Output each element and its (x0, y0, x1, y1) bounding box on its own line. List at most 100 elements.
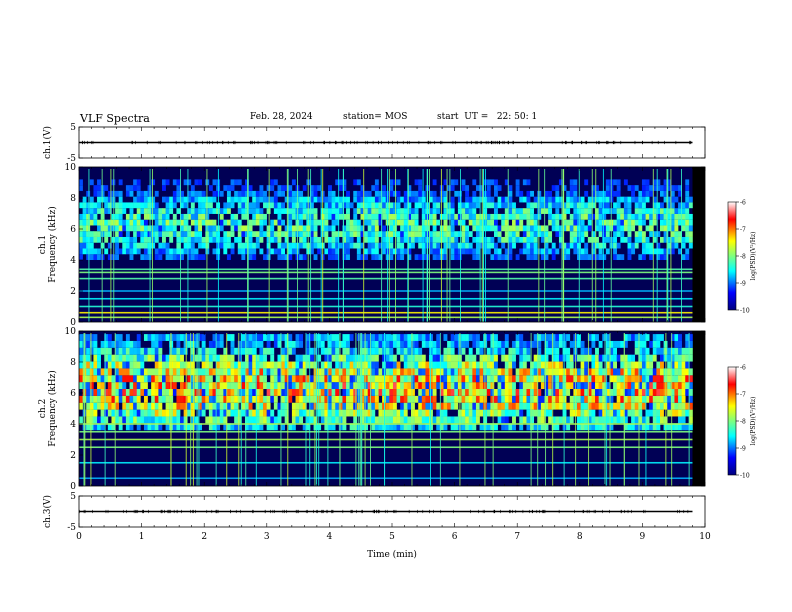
spectrogram-cell (93, 231, 98, 237)
spectrogram-cell (183, 225, 188, 232)
spectrogram-cell (530, 409, 534, 417)
spectrogram-cell (580, 340, 585, 348)
spectrogram-cell (512, 416, 516, 424)
spectrogram-cell (89, 340, 94, 348)
spectrogram-cell (634, 382, 639, 390)
spectrogram-cell (299, 242, 304, 249)
spectrogram-cell (255, 219, 260, 226)
spectrogram-cell (465, 423, 470, 431)
spectrogram-cell (122, 382, 127, 390)
spectrogram-cell (587, 202, 592, 209)
spectrogram-cell (183, 423, 188, 431)
spectrogram-cell (252, 375, 257, 383)
spectrogram-cell (140, 254, 145, 260)
spectrogram-cell (605, 347, 610, 355)
spectrogram-cell (241, 402, 246, 410)
spectrogram-cell (475, 196, 480, 203)
spectrogram-cell (309, 219, 314, 226)
spectrogram-cell (198, 334, 202, 341)
spectrogram-cell (649, 409, 654, 417)
spectrogram-cell (273, 416, 278, 424)
spectrogram-cell (660, 347, 664, 355)
spectrogram-cell (270, 179, 275, 186)
spectrogram-cell (86, 219, 91, 226)
spectrogram-cell (212, 416, 217, 424)
spectrogram-cell (295, 361, 300, 369)
spectrogram-cell (111, 382, 116, 390)
spectrogram-cell (678, 236, 682, 243)
spectrogram-cell (638, 347, 643, 355)
spectrogram-cell (562, 202, 567, 209)
spectrogram-cell (504, 375, 509, 383)
spectrogram-cell (432, 361, 437, 369)
spectrogram-cell (162, 225, 166, 232)
spectrogram-cell (685, 225, 690, 232)
y-axis-label: Frequency (kHz) (47, 206, 58, 283)
spectrogram-cell (681, 208, 686, 214)
spectrogram-cell (569, 202, 574, 209)
spectrogram-cell (111, 340, 116, 348)
spectrogram-cell (346, 225, 350, 232)
spectrogram-cell (263, 213, 267, 220)
spectrogram-cell (371, 236, 376, 243)
spectrogram-cell (497, 402, 502, 410)
spectrogram-cell (219, 208, 224, 214)
spectrogram-cell (403, 402, 408, 410)
spectrogram-cell (89, 196, 94, 203)
spectrogram-cell (284, 395, 289, 403)
spectrogram-cell (475, 202, 480, 209)
spectrogram-cell (154, 375, 159, 383)
spectrogram-cell (447, 340, 451, 348)
spectrogram-cell (613, 248, 617, 255)
spectrogram-cell (447, 202, 451, 209)
spectrogram-cell (504, 225, 509, 232)
spectrogram-cell (208, 185, 213, 191)
spectrogram-cell (475, 231, 480, 237)
spectrogram-cell (255, 242, 260, 249)
spectrogram-cell (187, 254, 192, 260)
colorbar-label: log(PSD)(V²/Hz) (750, 397, 757, 446)
spectrogram-cell (515, 395, 520, 403)
spectrogram-cell (400, 375, 405, 383)
spectrogram-cell (656, 242, 661, 249)
spectrogram-cell (118, 208, 123, 214)
spectrogram-cell (165, 402, 170, 410)
spectrogram-cell (620, 236, 625, 243)
spectrogram-cell (176, 368, 181, 376)
spectrogram-cell (230, 340, 235, 348)
spectrogram-cell (645, 375, 650, 383)
spectrogram-cell (277, 236, 282, 243)
spectrogram-cell (169, 248, 174, 255)
spectrogram-cell (598, 375, 603, 383)
spectrogram-cell (508, 389, 513, 396)
spectrogram-cell (125, 202, 130, 209)
spectrogram-cell (667, 361, 672, 369)
spectrogram-cell (245, 423, 249, 431)
spectrogram-cell (241, 242, 246, 249)
colorbar-tick-label: -9 (740, 446, 746, 453)
spectrogram-cell (259, 196, 264, 203)
spectrogram-cell (656, 254, 661, 260)
spectrogram-cell (389, 242, 394, 249)
spectrogram-cell (454, 389, 459, 396)
spectrogram-cell (620, 354, 625, 362)
spectrogram-cell (248, 208, 253, 214)
spectrogram-cell (400, 219, 405, 226)
spectrogram-cell (118, 340, 123, 348)
spectrogram-cell (688, 219, 693, 226)
spectrogram-cell (421, 354, 426, 362)
spectrogram-cell (667, 225, 672, 232)
spectrogram-cell (125, 185, 130, 191)
spectrogram-cell (284, 389, 289, 396)
spectrogram-cell (472, 354, 477, 362)
spectrogram-cell (382, 185, 387, 191)
spectrogram-cell (212, 248, 217, 255)
spectrogram-cell (288, 248, 293, 255)
spectrogram-cell (656, 423, 661, 431)
spectrogram-cell (555, 219, 560, 226)
spectrogram-cell (118, 375, 123, 383)
spectrogram-cell (602, 423, 607, 431)
spectrogram-cell (129, 416, 134, 424)
spectrogram-cell (602, 231, 607, 237)
spectrogram-cell (580, 361, 585, 369)
